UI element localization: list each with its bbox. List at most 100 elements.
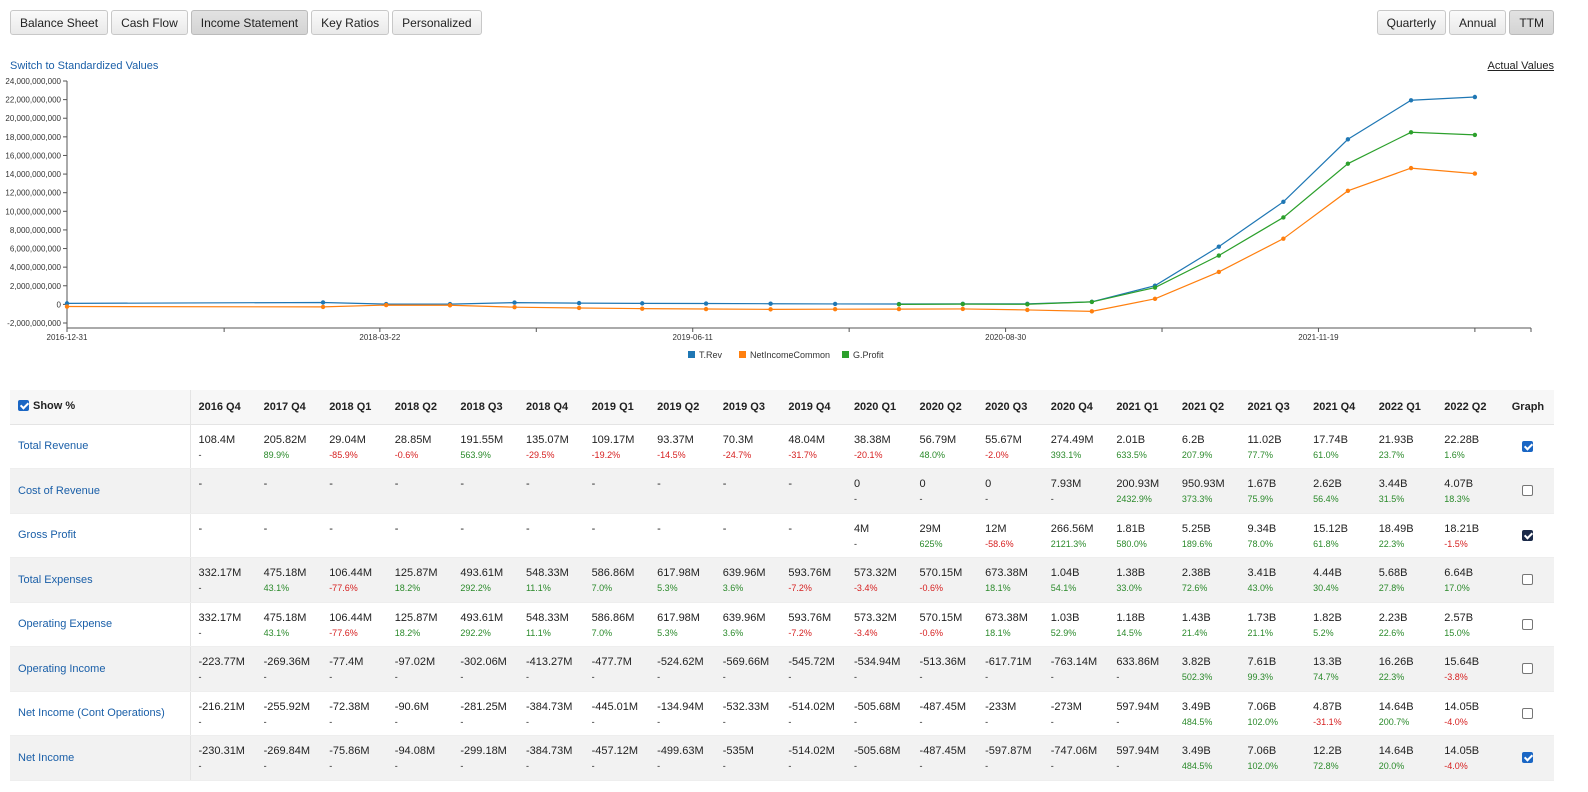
table-cell: 12.2B 72.8% (1305, 735, 1371, 781)
cell-value: -94.08M (394, 745, 436, 757)
tab-income-statement[interactable]: Income Statement (190, 10, 309, 35)
cell-value: 7.06B (1247, 745, 1277, 757)
cell-change: - (722, 761, 726, 771)
cell-value: 21.93B (1378, 433, 1414, 446)
table-cell: - (649, 468, 715, 514)
show-pct-checkbox[interactable] (18, 400, 29, 411)
y-tick-label: 20,000,000,000 (5, 114, 61, 123)
cell-value: -97.02M (394, 656, 436, 668)
graph-checkbox[interactable] (1522, 707, 1534, 719)
cell-change: 484.5% (1181, 716, 1213, 727)
cell-value: 1.18B (1116, 611, 1146, 624)
table-cell: 6.2B 207.9% (1173, 424, 1240, 469)
table-cell: 950.93M 373.3% (1173, 468, 1240, 514)
cell-change: -20.1% (853, 449, 883, 460)
cell-change: 30.4% (1313, 583, 1339, 593)
cell-value: - (722, 522, 727, 535)
table-cell: -514.02M - (780, 735, 846, 781)
table-cell: -134.94M - (649, 691, 715, 736)
table-cell: -514.02M - (780, 691, 846, 736)
cell-change: 7.0% (591, 583, 613, 593)
tab-personalized[interactable]: Personalized (392, 10, 482, 35)
cell-value: 29.04M (329, 433, 366, 446)
graph-checkbox[interactable] (1522, 663, 1534, 675)
cell-change: 21.4% (1181, 627, 1208, 638)
period-header: 2018 Q4 (517, 390, 584, 425)
cell-change: 72.8% (1313, 761, 1339, 771)
cell-value: 573.32M (853, 611, 897, 624)
cell-value: 3.49B (1181, 745, 1211, 757)
graph-checkbox[interactable] (1522, 440, 1534, 452)
cell-change: -24.7% (722, 449, 752, 460)
table-cell: -763.14M - (1042, 646, 1109, 692)
cell-change: 43.1% (263, 627, 290, 638)
graph-cell (1501, 468, 1554, 514)
cell-value: 4.87B (1313, 700, 1342, 713)
cell-value: 4.07B (1444, 478, 1474, 490)
tab-key-ratios[interactable]: Key Ratios (311, 10, 390, 35)
data-point-t-rev (512, 300, 517, 305)
graph-checkbox[interactable] (1522, 574, 1534, 586)
period-ttm[interactable]: TTM (1509, 10, 1554, 35)
cell-change: 74.7% (1313, 672, 1339, 682)
row-label[interactable]: Gross Profit (10, 513, 191, 558)
cell-value: 15.64B (1444, 656, 1480, 668)
cell-value: 593.76M (788, 567, 832, 579)
cell-value: 3.49B (1181, 700, 1211, 713)
graph-checkbox[interactable] (1522, 485, 1534, 497)
cell-value: -72.38M (329, 700, 370, 713)
row-label[interactable]: Total Revenue (10, 424, 191, 469)
cell-value: - (525, 522, 530, 535)
data-point-netincomecommon (1216, 269, 1222, 275)
switch-standardized-link[interactable]: Switch to Standardized Values (10, 60, 159, 72)
data-point-netincomecommon (383, 302, 389, 308)
table-cell: 7.06B 102.0% (1239, 691, 1306, 736)
tab-cash-flow[interactable]: Cash Flow (111, 10, 188, 35)
cell-change: -3.4% (853, 627, 878, 638)
y-tick-label: 18,000,000,000 (5, 133, 61, 142)
tab-balance-sheet[interactable]: Balance Sheet (10, 10, 109, 35)
period-annual[interactable]: Annual (1448, 10, 1507, 35)
row-label[interactable]: Total Expenses (10, 557, 191, 603)
cell-change: - (1116, 672, 1120, 682)
cell-value: -281.25M (460, 700, 507, 713)
cell-change: - (853, 761, 857, 771)
graph-checkbox[interactable] (1522, 618, 1534, 630)
cell-value: 7.61B (1247, 656, 1277, 668)
cell-value: - (263, 478, 268, 490)
row-label[interactable]: Net Income (10, 735, 191, 781)
cell-change: 72.6% (1181, 583, 1208, 593)
cell-change: -0.6% (394, 449, 419, 460)
income-statement-table: Show % 2016 Q4 2017 Q4 2018 Q1 2018 Q2 2018 Q… (10, 390, 1554, 781)
y-tick-label: 22,000,000,000 (5, 96, 61, 105)
cell-change: 18.2% (394, 627, 421, 638)
y-tick-label: 2,000,000,000 (10, 282, 62, 291)
cell-value: -269.36M (263, 656, 311, 668)
cell-change: - (985, 761, 989, 771)
cell-value: -569.66M (722, 656, 770, 668)
table-cell: 1.18B 14.5% (1108, 602, 1174, 647)
table-cell: -569.66M - (714, 646, 781, 692)
cell-change: 18.1% (985, 583, 1011, 593)
graph-checkbox[interactable] (1522, 752, 1534, 764)
data-point-t-rev (768, 301, 773, 306)
table-cell: 586.86M 7.0% (583, 602, 650, 647)
cell-value: - (591, 522, 596, 535)
row-label[interactable]: Operating Expense (10, 602, 191, 647)
period-tabs: Quarterly Annual TTM (1376, 10, 1554, 35)
row-label[interactable]: Net Income (Cont Operations) (10, 691, 191, 736)
cell-value: -384.73M (525, 700, 573, 713)
period-quarterly[interactable]: Quarterly (1376, 10, 1446, 35)
graph-checkbox[interactable] (1522, 529, 1534, 541)
cell-change: 43.0% (1247, 583, 1274, 593)
cell-change: - (788, 716, 792, 727)
table-cell: 3.41B 43.0% (1239, 557, 1306, 603)
table-cell: 125.87M 18.2% (386, 602, 453, 647)
cell-value: -513.36M (919, 656, 967, 668)
cell-value: 12.2B (1313, 745, 1342, 757)
row-label[interactable]: Operating Income (10, 646, 191, 692)
actual-values-link[interactable]: Actual Values (1487, 60, 1554, 72)
cell-value: 586.86M (591, 611, 635, 624)
row-label[interactable]: Cost of Revenue (10, 468, 191, 514)
cell-value: 570.15M (919, 611, 963, 624)
